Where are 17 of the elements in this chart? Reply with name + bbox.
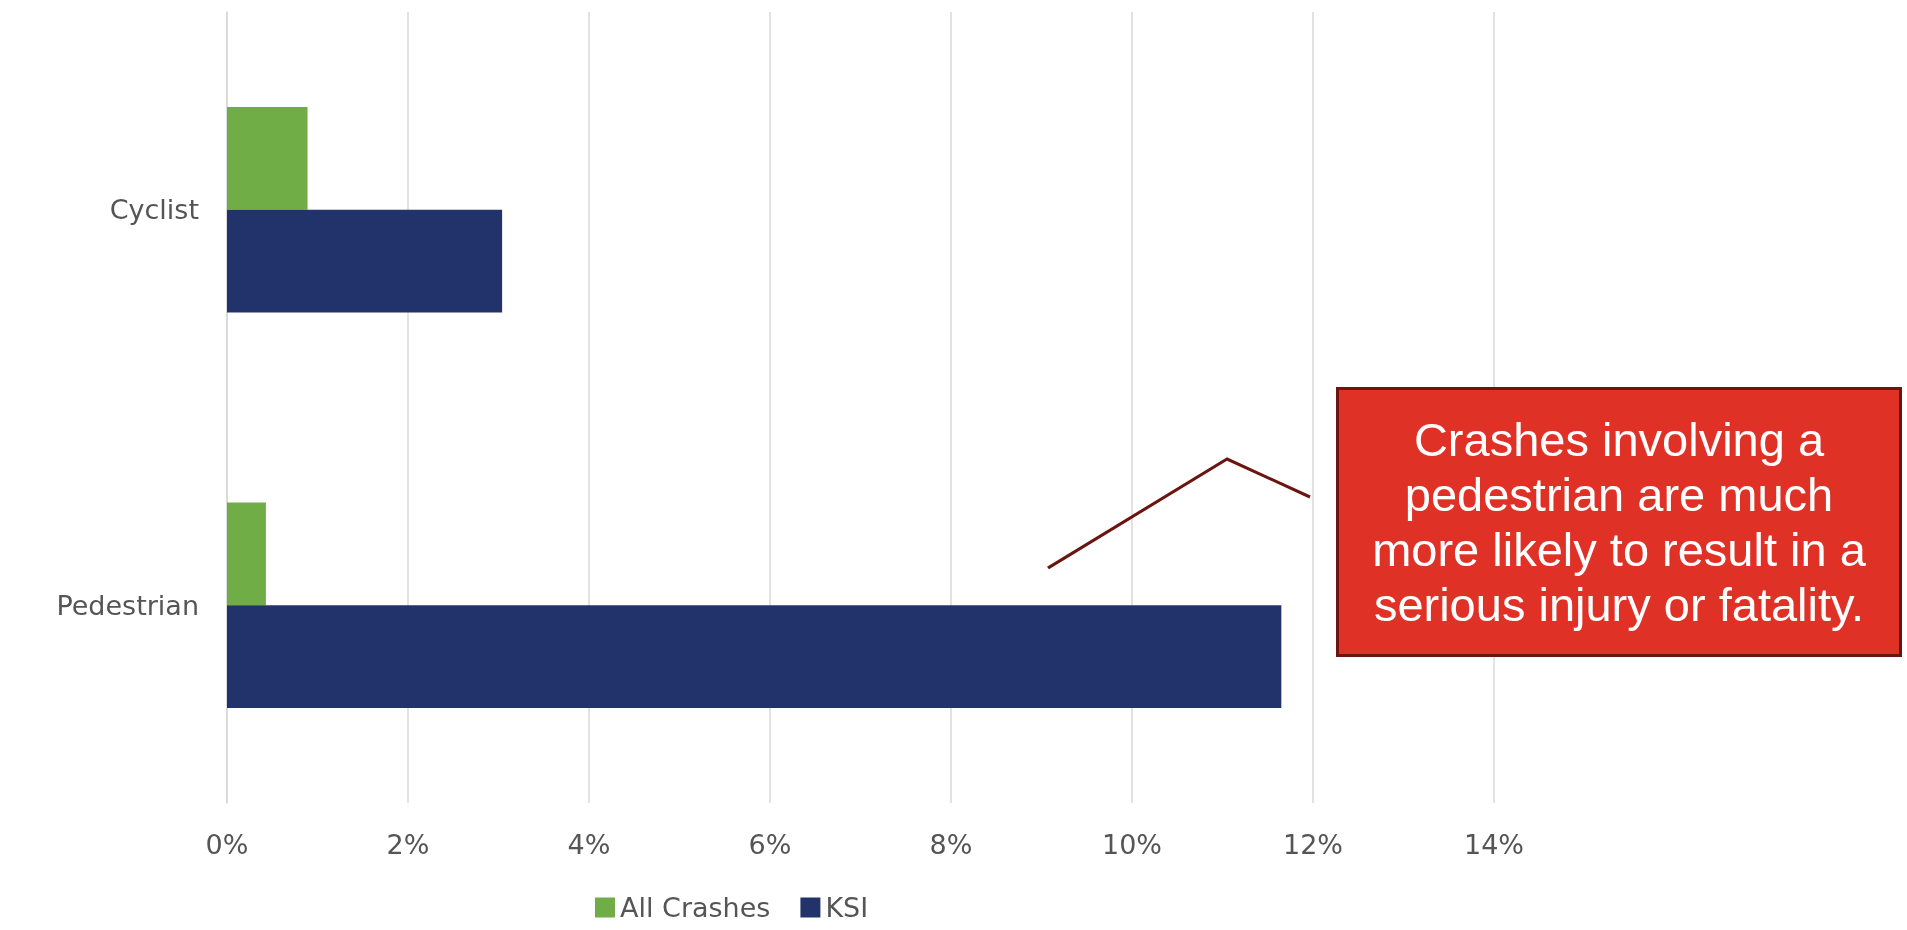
x-tick-label: 0% <box>205 829 249 860</box>
x-tick-label: 6% <box>748 829 792 860</box>
x-tick-label: 12% <box>1282 829 1344 860</box>
bar <box>227 209 503 313</box>
legend-label: All Crashes <box>620 892 771 923</box>
legend-label: KSI <box>825 892 869 923</box>
annotation: Crashes involving a pedestrian are much more likely to result in a serious injury or fatality. <box>1336 387 1902 657</box>
bar <box>227 605 1282 709</box>
bar <box>227 502 266 606</box>
bar <box>227 106 308 210</box>
x-tick-label: 2% <box>386 829 430 860</box>
y-tick-label: Pedestrian <box>56 589 199 621</box>
x-tick-label: 4% <box>567 829 611 860</box>
x-tick-label: 10% <box>1101 829 1163 860</box>
x-tick-label: 8% <box>929 829 973 860</box>
y-tick-label: Cyclist <box>109 194 199 226</box>
x-tick-label: 14% <box>1463 829 1525 860</box>
